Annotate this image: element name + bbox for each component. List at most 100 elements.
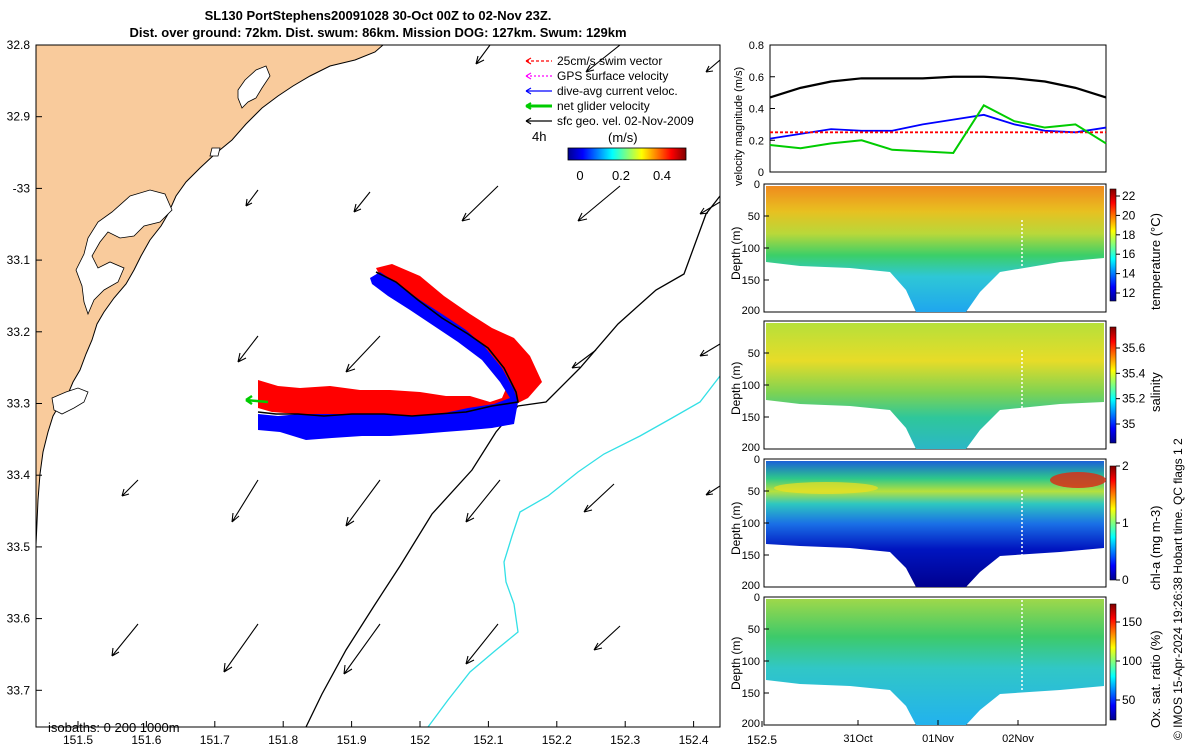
- cb-tick-label: 35.2: [1122, 392, 1146, 406]
- velocity-series-line: [769, 113, 1107, 140]
- cb-tick-label: 12: [1122, 286, 1136, 300]
- temperature-ylabel: Depth (m): [729, 227, 743, 280]
- cb-tick-label: 1: [1122, 516, 1129, 530]
- salinity-ticks: 50 100 150 200 35 35.2 35.4 35.6: [742, 341, 1146, 454]
- map-y-tick-label: 32.9: [7, 110, 31, 124]
- map-x-tick-label: 152: [410, 733, 430, 747]
- map-y-ticks: 32.8 32.9 -33 33.1 33.2 33.3 33.4 33.5 33.6 33.7: [7, 38, 42, 697]
- velocity-ylabel: velocity magnitude (m/s): [733, 67, 745, 186]
- velocity-frame: [769, 44, 1107, 173]
- temperature-cb-label: temperature (°C): [1148, 213, 1163, 310]
- cb-tick-label: 150: [1122, 615, 1142, 629]
- depth-tick-label: 50: [748, 348, 760, 360]
- provenance-label: © IMOS 15-Apr-2024 19:26:38 Hobart time.…: [1171, 438, 1185, 740]
- isobaths-label: isobaths: 0 200 1000m: [48, 720, 180, 735]
- cb-tick-label: 35.6: [1122, 341, 1146, 355]
- legend-arrowhead: [525, 117, 532, 125]
- velocity-y-tick-label: 0.4: [749, 104, 764, 116]
- net-glider-velocity-arrow: [245, 394, 269, 406]
- chla-maximum-patch: [1050, 472, 1106, 488]
- cb-tick-label: 0: [1122, 573, 1129, 587]
- oxygen-section: [766, 599, 1104, 725]
- map-x-ticks: 151.5 151.6 151.7 151.8 151.9 152 152.1 152.2 15…: [63, 721, 777, 747]
- map-x-tick-label: 151.9: [337, 733, 367, 747]
- colorbar-tick-label: 0.4: [653, 168, 671, 183]
- cb-tick-label: 20: [1122, 208, 1136, 222]
- cb-tick-label: 14: [1122, 267, 1136, 281]
- legend-arrowhead: [525, 72, 532, 80]
- temperature-panel: 0 50 100 150 200 12 14 16 18 20 22 Depth (m) tempe…: [729, 179, 1163, 317]
- legend-4h-label: 4h: [532, 129, 546, 144]
- oxygen-x-ticks: 31Oct 01Nov 02Nov: [843, 720, 1034, 745]
- cb-tick-label: 18: [1122, 228, 1136, 242]
- cb-tick-label: 22: [1122, 189, 1136, 203]
- temperature-ticks: 0 50 100 150 200 12 14 16 18 20 22: [742, 179, 1136, 317]
- colorbar-tick-label: 0: [576, 168, 583, 183]
- depth-tick-label: 0: [754, 179, 760, 191]
- legend-arrowhead: [525, 87, 532, 95]
- salinity-colorbar: [1109, 326, 1117, 444]
- depth-tick-label: 50: [748, 486, 760, 498]
- speed-colorbar-ticks: 0 0.2 0.4: [576, 168, 671, 183]
- chla-maximum-patch-2: [774, 482, 878, 494]
- legend-label: dive-avg current veloc.: [557, 84, 678, 98]
- velocity-series-line: [769, 104, 1107, 154]
- salinity-section: [766, 323, 1104, 449]
- chla-ticks: 0 50 100 150 200 0 1 2: [742, 454, 1129, 592]
- depth-tick-label: 100: [742, 518, 760, 530]
- glider-track-line: [257, 271, 519, 417]
- map-y-tick-label: 33.1: [7, 253, 31, 267]
- depth-tick-label: 50: [748, 624, 760, 636]
- oxygen-ticks: 0 50 100 150 200 50 100 150: [742, 592, 1143, 730]
- map-y-tick-label: 33.7: [7, 683, 31, 697]
- map-x-tick-label: 152.3: [610, 733, 640, 747]
- velocity-y-tick-label: 0.8: [749, 40, 764, 52]
- depth-tick-label: 150: [742, 688, 760, 700]
- legend-label: sfc geo. vel. 02-Nov-2009: [557, 114, 694, 128]
- map-y-tick-label: -33: [13, 181, 31, 195]
- map-x-tick-label: 152.2: [542, 733, 572, 747]
- map-x-tick-label: 151.5: [63, 733, 93, 747]
- legend-label: GPS surface velocity: [557, 69, 668, 83]
- velocity-y-tick-label: 0: [758, 167, 764, 179]
- depth-tick-label: 150: [742, 412, 760, 424]
- oxygen-cb-label: Ox. sat. ratio (%): [1148, 630, 1163, 728]
- isobath-1000m: [427, 375, 720, 727]
- oxygen-ylabel: Depth (m): [729, 637, 743, 690]
- chla-cb-label: chl-a (mg m-3): [1148, 505, 1163, 590]
- map-y-tick-label: 32.8: [7, 38, 31, 52]
- depth-tick-label: 200: [742, 580, 760, 592]
- map-x-tick-label: 152.1: [473, 733, 503, 747]
- map-x-tick-label: 152.4: [679, 733, 709, 747]
- salinity-panel: 50 100 150 200 35 35.2 35.4 35.6 Depth (m) sali…: [729, 320, 1163, 454]
- time-tick-label: 31Oct: [843, 733, 872, 745]
- map-x-tick-label: 152.5: [747, 733, 777, 747]
- speed-colorbar: [567, 147, 687, 161]
- oxygen-colorbar: [1109, 603, 1117, 721]
- legend-arrowhead: [525, 57, 532, 65]
- chla-ylabel: Depth (m): [729, 502, 743, 555]
- time-tick-label: 02Nov: [1002, 733, 1034, 745]
- velocity-panel: 0 0.2 0.4 0.6 0.8 velocity magnitude (m/s): [733, 40, 1107, 186]
- map-y-tick-label: 33.3: [7, 397, 31, 411]
- estuary-lakes: [51, 65, 271, 415]
- depth-tick-label: 100: [742, 380, 760, 392]
- legend-label: net glider velocity: [557, 99, 650, 113]
- cb-tick-label: 16: [1122, 247, 1136, 261]
- dive-avg-current-band: [258, 272, 518, 440]
- depth-tick-label: 200: [742, 718, 760, 730]
- depth-tick-label: 150: [742, 275, 760, 287]
- cb-tick-label: 35: [1122, 417, 1136, 431]
- depth-tick-label: 100: [742, 243, 760, 255]
- land-area: [36, 45, 384, 546]
- chla-panel: 0 50 100 150 200 0 1 2 Depth (m) chl-a (mg m-3): [729, 454, 1163, 592]
- depth-tick-label: 100: [742, 656, 760, 668]
- map-y-tick-label: 33.5: [7, 540, 31, 554]
- cb-tick-label: 50: [1122, 693, 1136, 707]
- colorbar-tick-label: 0.2: [612, 168, 630, 183]
- temperature-section: [766, 186, 1104, 312]
- velocity-series-line: [769, 75, 1107, 99]
- depth-tick-label: 200: [742, 305, 760, 317]
